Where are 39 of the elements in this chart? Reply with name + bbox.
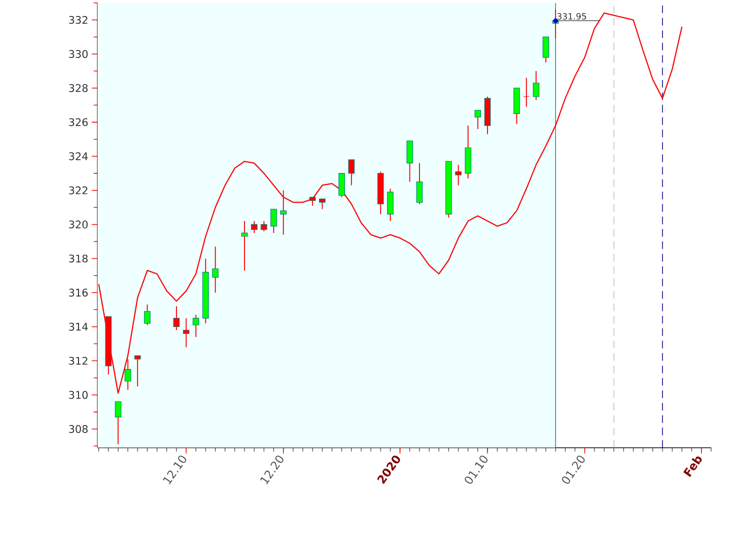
y-tick-label: 328	[69, 84, 88, 92]
candlestick	[182, 318, 190, 348]
y-tick-label: 324	[69, 152, 88, 160]
candlestick	[260, 220, 268, 232]
annotation: 331.95	[557, 13, 586, 20]
candlestick	[416, 162, 423, 204]
candlestick	[406, 140, 413, 182]
y-tick-label: 316	[69, 288, 88, 296]
line-series	[98, 12, 682, 394]
candlestick	[251, 220, 258, 234]
y-tick-label: 332	[69, 16, 88, 24]
y-tick-label: 318	[69, 254, 88, 262]
candlestick	[532, 70, 540, 100]
y-tick-label: 310	[69, 390, 88, 399]
candlestick	[134, 355, 141, 387]
candlestick	[173, 306, 180, 330]
candlestick	[319, 198, 326, 210]
y-tick-label: 312	[69, 356, 88, 365]
candlestick	[192, 314, 200, 338]
candlestick	[348, 159, 355, 186]
y-tick-label: 330	[69, 50, 88, 58]
candlestick	[523, 77, 530, 108]
candlestick	[212, 246, 219, 293]
candlestick	[270, 208, 277, 234]
y-tick-label: 320	[69, 220, 88, 228]
candlestick	[474, 110, 481, 130]
candlestick	[144, 304, 150, 326]
candlestick	[542, 36, 550, 63]
candlestick	[455, 164, 462, 186]
y-tick-label: 308	[69, 424, 88, 433]
candlestick	[387, 188, 394, 222]
y-tick-label: 314	[69, 322, 88, 331]
candlestick	[241, 220, 248, 271]
candlestick	[124, 358, 132, 390]
candlestick	[280, 190, 287, 236]
y-tick-label: 322	[69, 186, 88, 194]
y-tick-label: 326	[69, 118, 88, 126]
candlestick	[114, 401, 122, 445]
candlestick	[338, 172, 345, 198]
